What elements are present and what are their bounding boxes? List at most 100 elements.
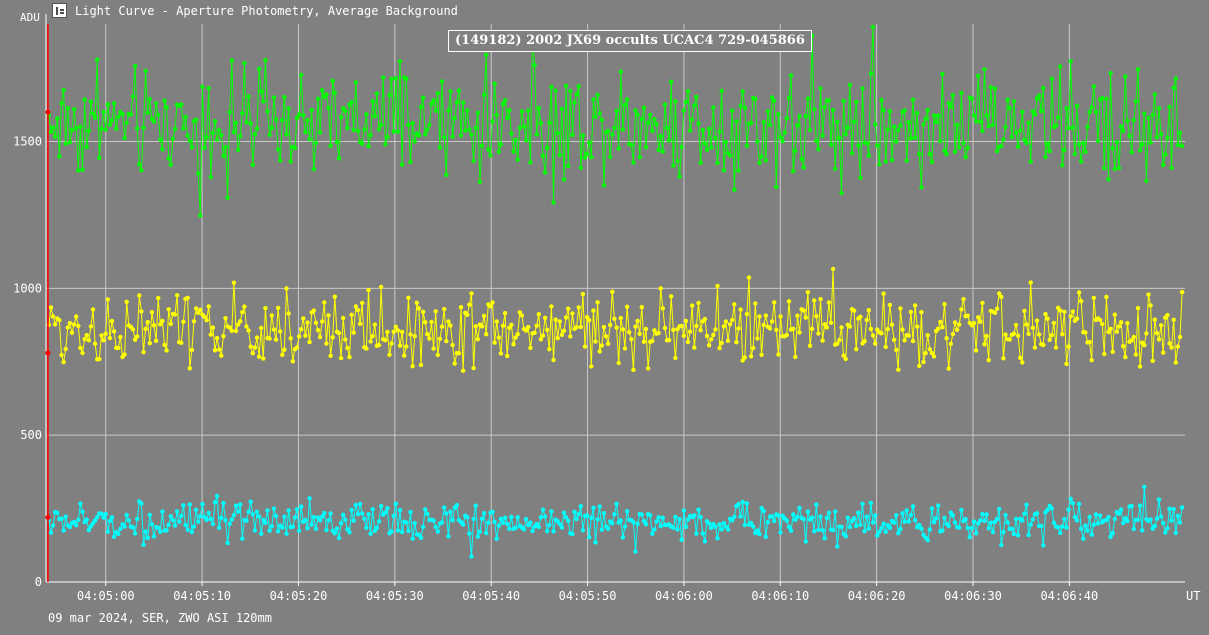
data-point [139,309,144,314]
data-point [463,128,468,133]
data-point [290,359,295,364]
data-point [252,345,258,350]
x-axis-label: UT [1186,589,1201,603]
data-point [1169,165,1174,170]
data-point [271,95,277,100]
data-point [383,510,388,515]
data-point [601,183,607,188]
data-point [429,101,434,107]
data-point [786,299,792,304]
data-point [1053,345,1059,350]
data-point [488,304,493,309]
data-point [772,98,777,104]
data-point [788,73,794,78]
data-point [681,108,686,113]
data-point [1165,135,1170,140]
data-point [1024,502,1029,507]
data-point [65,325,71,330]
data-point [450,134,455,139]
data-point [778,134,783,140]
data-point [631,367,636,372]
data-point [286,106,291,111]
data-point [549,509,554,514]
data-point [198,513,203,519]
light-curve-app-icon[interactable] [52,3,67,18]
data-point [803,315,808,320]
data-point [1079,299,1084,304]
data-point [570,531,575,537]
data-point [59,516,64,521]
data-point [412,139,417,144]
data-point [1015,333,1021,338]
data-point [587,140,592,145]
data-point [275,529,281,534]
data-point [1114,329,1120,334]
data-point [1062,147,1067,153]
data-point [690,303,695,308]
data-point [431,98,436,103]
data-point [1020,518,1025,523]
data-point [1066,507,1071,512]
data-point [231,280,237,285]
data-point [164,105,169,110]
data-point [692,345,697,350]
data-point [86,128,92,133]
data-point [1045,316,1050,321]
data-point [284,531,289,536]
data-point [511,149,516,154]
data-point [780,139,785,144]
data-point [753,96,758,102]
data-point [1041,342,1046,348]
data-point [252,528,258,533]
data-point [568,88,573,94]
footer-info: 09 mar 2024, SER, ZWO ASI 120mm [48,611,272,625]
data-point [696,507,701,512]
data-point [1133,99,1139,104]
data-point [48,530,54,535]
data-point [931,113,937,118]
data-point [797,505,802,511]
data-point [317,518,323,523]
data-point [742,105,747,111]
data-point [894,513,899,518]
data-point [1171,507,1176,512]
data-point [263,57,268,63]
data-point [355,307,361,313]
data-point [473,503,478,508]
data-point [402,353,407,358]
data-point [496,149,501,154]
data-point [362,127,367,132]
data-point [973,531,979,536]
data-point [267,528,272,533]
data-point [488,153,493,158]
data-point [67,140,73,145]
data-point [982,67,987,72]
data-point [147,96,152,102]
data-point [656,515,661,520]
data-point [1083,149,1088,154]
data-point [681,508,686,513]
data-point [881,291,886,296]
data-point [1064,525,1069,530]
data-point [423,507,428,512]
data-point [820,528,825,533]
data-point [111,101,117,106]
data-point [393,324,398,329]
data-point [698,160,703,165]
data-point [246,509,251,514]
data-point [715,536,720,541]
data-point [458,133,464,138]
data-point [572,100,577,105]
data-point [328,511,333,516]
data-point [156,295,161,301]
data-point [547,120,552,126]
data-point [671,525,676,530]
data-point [595,517,600,522]
data-point [410,120,415,126]
data-point [538,515,544,520]
data-point [250,512,255,517]
data-point [151,119,157,124]
data-point [591,97,596,102]
data-point [954,327,960,332]
data-point [793,354,798,360]
